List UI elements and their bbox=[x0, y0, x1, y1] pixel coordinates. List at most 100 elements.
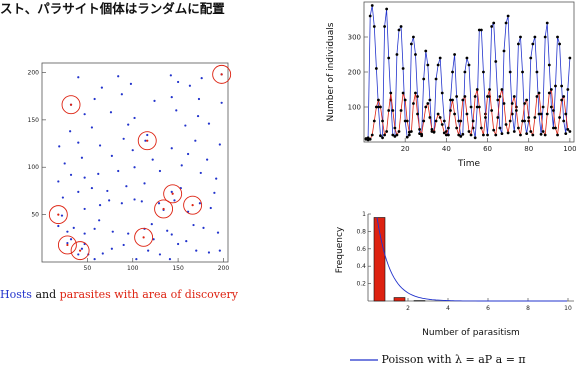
ts-point bbox=[397, 130, 401, 133]
host-point bbox=[69, 130, 72, 133]
ts-point bbox=[372, 119, 376, 123]
ts-point bbox=[409, 42, 413, 46]
host-point bbox=[194, 139, 197, 142]
parasite-point bbox=[66, 243, 69, 247]
hist-y-tick-label: 0.4 bbox=[356, 263, 366, 270]
ts-point bbox=[529, 130, 533, 133]
host-point bbox=[173, 199, 176, 202]
scatter-y-tick-label: 200 bbox=[28, 69, 40, 76]
ts-point bbox=[543, 133, 547, 137]
host-point bbox=[195, 249, 198, 252]
host-point bbox=[117, 169, 120, 173]
ts-point bbox=[547, 63, 551, 67]
ts-point bbox=[397, 28, 401, 32]
ts-point bbox=[428, 116, 432, 119]
ts-point bbox=[477, 105, 481, 109]
legend-hosts: Hosts bbox=[0, 288, 32, 301]
host-point bbox=[152, 238, 155, 241]
ts-point bbox=[393, 126, 397, 130]
host-point bbox=[186, 152, 190, 156]
host-point bbox=[120, 93, 123, 96]
ts-point bbox=[533, 116, 537, 119]
ts-point bbox=[459, 135, 463, 138]
host-point bbox=[175, 109, 178, 112]
host-point bbox=[98, 219, 101, 222]
host-point bbox=[153, 99, 156, 103]
parasite-discovery-area bbox=[134, 227, 154, 247]
ts-point bbox=[560, 84, 564, 88]
ts-point bbox=[412, 102, 415, 105]
host-point bbox=[158, 169, 162, 173]
ts-point bbox=[422, 119, 426, 123]
host-point bbox=[150, 222, 153, 226]
ts-point bbox=[387, 109, 391, 112]
scatter-y-tick-label: 50 bbox=[31, 212, 39, 219]
ts-point bbox=[502, 102, 506, 105]
scatter-y-tick-label: 100 bbox=[28, 164, 40, 171]
host-point bbox=[69, 238, 73, 241]
host-point bbox=[170, 96, 173, 99]
host-point bbox=[196, 114, 200, 118]
host-point bbox=[108, 199, 111, 202]
ts-point bbox=[426, 102, 430, 105]
host-point bbox=[213, 191, 216, 194]
ts-point bbox=[368, 14, 372, 18]
ts-point bbox=[541, 105, 545, 109]
ts-point bbox=[442, 131, 446, 135]
ts-point bbox=[440, 91, 444, 95]
parasite-discovery-area bbox=[212, 64, 232, 84]
parasite-point bbox=[69, 103, 73, 106]
ts-point bbox=[525, 132, 529, 136]
ts-point bbox=[475, 105, 479, 109]
ts-point bbox=[477, 28, 481, 32]
parasite-discovery-area bbox=[154, 199, 174, 219]
ts-point bbox=[459, 119, 463, 123]
ts-point bbox=[519, 35, 522, 39]
host-point bbox=[117, 75, 120, 78]
host-point bbox=[90, 126, 94, 129]
ts-point bbox=[545, 21, 549, 25]
ts-point bbox=[500, 88, 504, 91]
ts-point bbox=[552, 126, 555, 130]
hist-bar bbox=[373, 217, 386, 302]
host-point bbox=[100, 86, 103, 89]
ts-point bbox=[438, 56, 442, 60]
hist-x-tick-label: 2 bbox=[406, 305, 410, 312]
host-point bbox=[218, 249, 221, 252]
legend-and: and bbox=[35, 288, 57, 301]
host-point bbox=[57, 180, 60, 183]
ts-point bbox=[508, 119, 512, 123]
ts-point bbox=[391, 133, 395, 137]
ts-point bbox=[537, 112, 541, 116]
host-point bbox=[216, 231, 220, 234]
ts-point bbox=[461, 132, 465, 136]
host-point bbox=[66, 241, 69, 245]
host-point bbox=[125, 185, 128, 188]
ts-point bbox=[539, 112, 543, 116]
host-point bbox=[77, 190, 80, 193]
ts-x-tick-label: 40 bbox=[442, 145, 451, 153]
ts-point bbox=[471, 119, 475, 123]
poisson-legend: Poisson with λ = aP a = π bbox=[350, 353, 526, 366]
hist-x-tick-label: 6 bbox=[486, 305, 490, 312]
ts-point bbox=[374, 105, 378, 109]
ts-point bbox=[566, 127, 570, 131]
ts-point bbox=[537, 91, 541, 95]
ts-point bbox=[498, 126, 502, 130]
ts-point bbox=[405, 119, 409, 123]
ts-point bbox=[558, 42, 561, 46]
ts-point bbox=[492, 128, 496, 132]
host-point bbox=[185, 240, 188, 243]
host-point bbox=[158, 253, 162, 256]
parasite-point bbox=[146, 139, 149, 142]
ts-point bbox=[484, 116, 487, 119]
ts-point bbox=[442, 119, 446, 123]
ts-point bbox=[568, 130, 572, 133]
ts-point bbox=[391, 109, 395, 112]
ts-point bbox=[377, 98, 380, 102]
host-point bbox=[66, 230, 69, 233]
ts-point bbox=[482, 70, 485, 74]
ts-point bbox=[383, 25, 386, 28]
parasite-discovery-area bbox=[57, 235, 77, 255]
